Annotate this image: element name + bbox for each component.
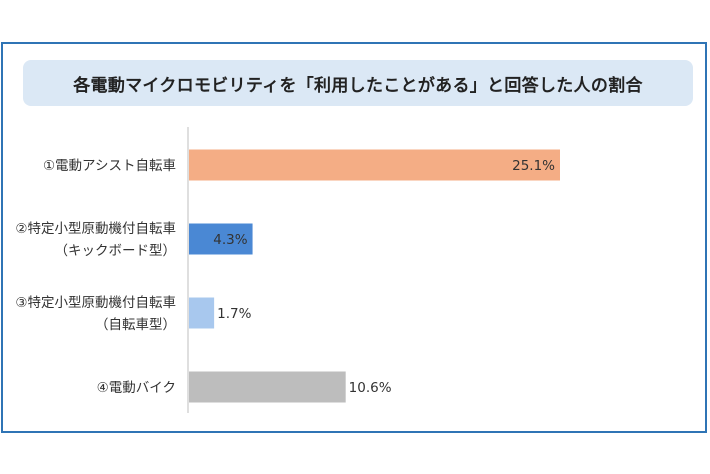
category-label-1: ①電動アシスト自転車 [43,158,176,174]
category-labels-group: ①電動アシスト自転車 ②特定小型原動機付自転車 （キックボード型） ③特定小型原動機付… [15,158,176,396]
bar-2 [189,223,253,255]
value-label-4: 10.6% [349,380,392,396]
value-labels-group: 25.1% 4.3% 1.7% 10.6% [213,158,555,396]
category-label-2-line-2: （キックボード型） [55,243,177,259]
category-label-3-line-1: ③特定小型原動機付自転車 [15,295,176,311]
bar-3 [189,297,215,329]
category-label-4: ④電動バイク [97,380,176,396]
value-label-3: 1.7% [217,306,251,322]
value-label-2: 4.3% [213,232,247,248]
category-label-3-line-2: （自転車型） [95,317,176,333]
bar-4 [189,371,346,403]
chart-frame: 各電動マイクロモビリティを「利用したことがある」と回答した人の割合 [1,42,707,433]
value-label-1: 25.1% [512,158,555,174]
chart-title: 各電動マイクロモビリティを「利用したことがある」と回答した人の割合 [23,60,693,106]
bar-1 [189,149,560,181]
category-label-2-line-1: ②特定小型原動機付自転車 [15,221,176,237]
bars-group [189,149,560,403]
